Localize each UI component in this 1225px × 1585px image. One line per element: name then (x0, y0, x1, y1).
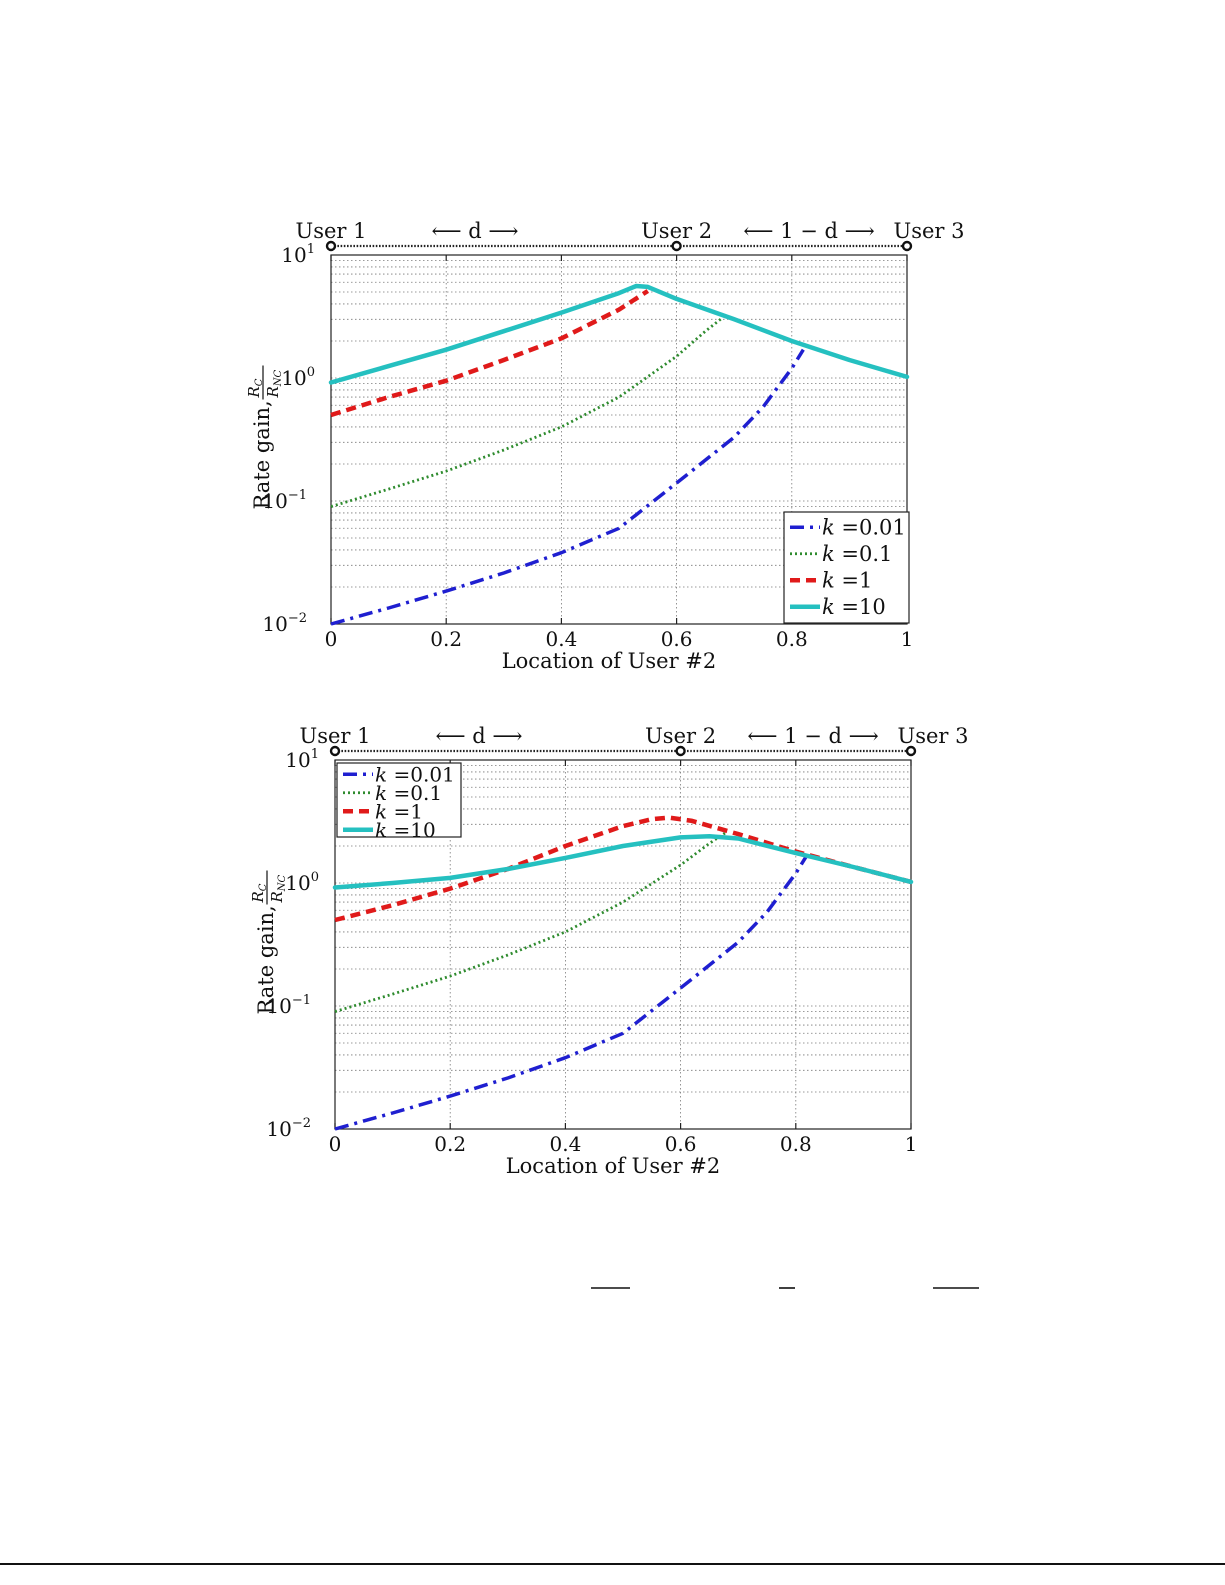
legend-label-4: k =10 (822, 595, 886, 619)
y-tick-label: 101 (281, 242, 315, 267)
user1-label: User 1 (300, 724, 371, 748)
legend: k =0.01k =0.1k =1k =10 (336, 762, 462, 842)
y-axis-label-text: Rate gain, (250, 400, 274, 509)
legend-label-2: k =0.1 (822, 542, 892, 566)
d-span-label: ⟵ d ⟶ (431, 219, 518, 243)
user-marker-1 (329, 745, 341, 757)
y-tick-label: 101 (285, 747, 319, 772)
y-tick-label: 10−2 (262, 611, 307, 636)
x-tick-label: 0.8 (776, 627, 808, 651)
y-tick-label: 100 (285, 870, 319, 895)
x-tick-label: 0.2 (434, 1132, 466, 1156)
y-tick-label: 10−2 (266, 1116, 311, 1141)
chart-1: 0 0.2 0.4 0.6 0.8 1 10−2 10−1 100 101 Location of … (245, 219, 964, 673)
series-line-1 (330, 348, 805, 626)
series-line-2 (334, 830, 728, 1013)
series-line-3 (330, 289, 650, 418)
y-axis-label-denominator: RNC (264, 369, 284, 398)
page-bottom-rule (0, 1563, 1225, 1565)
y-tick-label: 10−1 (266, 993, 311, 1018)
y-axis-label-numerator: RC (249, 883, 269, 903)
plot-frame (334, 759, 912, 1130)
user-marker-2 (671, 240, 682, 252)
one-minus-d-span-label: ⟵ 1 − d ⟶ (747, 724, 878, 748)
user3-label: User 3 (898, 724, 969, 748)
user2-label: User 2 (641, 219, 712, 243)
legend-box (336, 762, 462, 838)
user-marker-2 (675, 745, 686, 757)
series-line-4 (328, 283, 910, 385)
user-marker-3 (901, 240, 913, 252)
y-tick-label: 10−1 (262, 488, 307, 513)
x-tick-label: 0.6 (665, 1132, 697, 1156)
x-tick-label: 0.6 (661, 627, 693, 651)
d-span-label: ⟵ d ⟶ (435, 724, 522, 748)
legend-label-3: k =1 (822, 568, 872, 592)
plot-frame (330, 254, 908, 625)
series-line-2 (330, 316, 724, 508)
x-tick-label: 1 (905, 1132, 918, 1156)
x-tick-label: 0.4 (545, 627, 577, 651)
x-tick-label: 0.4 (549, 1132, 581, 1156)
series-line-1 (334, 853, 809, 1131)
chart-2: 0 0.2 0.4 0.6 0.8 1 10−2 10−1 100 101 Location of … (249, 724, 968, 1178)
x-axis-label: Location of User #2 (502, 649, 717, 673)
y-tick-label: 100 (281, 365, 315, 390)
x-tick-label: 0.2 (430, 627, 462, 651)
user1-label: User 1 (296, 219, 367, 243)
y-axis-label-text: Rate gain, (254, 905, 278, 1014)
legend-label-3: k =1 (375, 799, 423, 823)
user-marker-1 (325, 240, 337, 252)
legend-label-1: k =0.01 (375, 762, 455, 786)
grid (334, 760, 912, 1129)
legend-label-2: k =0.1 (375, 781, 442, 805)
user2-label: User 2 (645, 724, 716, 748)
y-axis-label-numerator: RC (245, 378, 265, 398)
x-tick-label: 1 (901, 627, 914, 651)
legend-label-1: k =0.01 (822, 515, 906, 539)
user-marker-3 (905, 745, 917, 757)
x-tick-label: 0 (329, 1132, 342, 1156)
x-axis-label: Location of User #2 (506, 1154, 721, 1178)
legend: k =0.01 k =0.1k =1 k =10 (783, 511, 910, 624)
one-minus-d-span-label: ⟵ 1 − d ⟶ (743, 219, 874, 243)
series-line-4 (332, 833, 914, 890)
user3-label: User 3 (894, 219, 965, 243)
y-axis-label-denominator: RNC (268, 874, 288, 903)
x-tick-label: 0 (325, 627, 338, 651)
legend-label-4: k =10 (375, 818, 436, 842)
x-tick-label: 0.8 (780, 1132, 812, 1156)
